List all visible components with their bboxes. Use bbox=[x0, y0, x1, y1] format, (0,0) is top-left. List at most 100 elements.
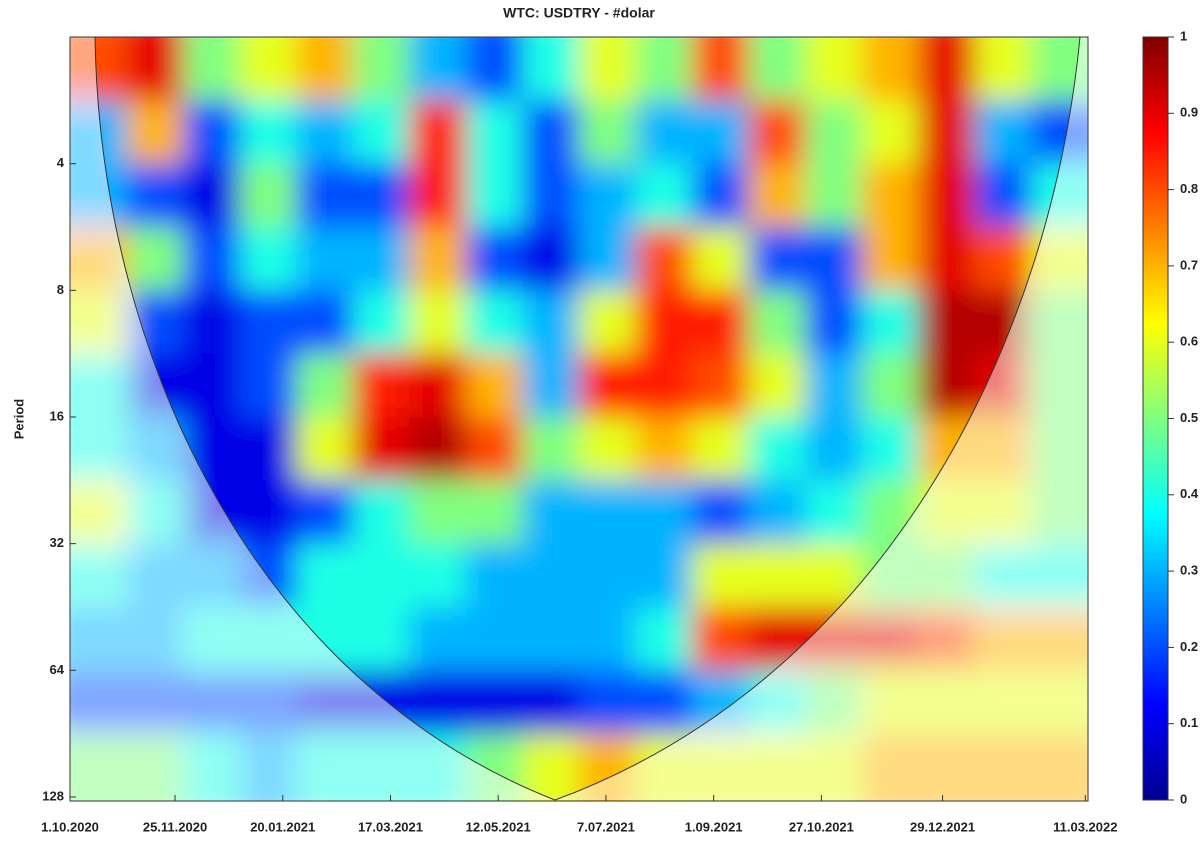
heatmap-cell bbox=[579, 290, 637, 355]
y-tick-label: 8 bbox=[57, 282, 64, 297]
heatmap-cell bbox=[126, 227, 185, 292]
heatmap-cell bbox=[635, 353, 694, 418]
x-tick-label: 17.03.2021 bbox=[358, 819, 423, 834]
heatmap-cell bbox=[465, 670, 524, 735]
x-tick-label: 27.10.2021 bbox=[789, 819, 854, 834]
heatmap-cell bbox=[409, 100, 467, 165]
heatmap-cell bbox=[579, 227, 637, 292]
heatmap-cell bbox=[522, 353, 580, 418]
heatmap-cell bbox=[183, 100, 241, 165]
x-tick-label: 11.03.2022 bbox=[1053, 819, 1117, 834]
heatmap-cell bbox=[522, 607, 580, 672]
heatmap-cell bbox=[522, 290, 580, 355]
heatmap-cell bbox=[918, 163, 976, 228]
heatmap-cell bbox=[183, 37, 241, 102]
heatmap-cell bbox=[409, 417, 467, 482]
heatmap-cell bbox=[974, 227, 1033, 292]
heatmap-cell bbox=[296, 480, 354, 545]
y-axis-label: Period bbox=[11, 399, 26, 440]
heatmap-cell bbox=[183, 163, 241, 228]
heatmap-cell bbox=[522, 543, 580, 608]
heatmap-cell bbox=[352, 543, 411, 608]
heatmap bbox=[70, 37, 1088, 801]
coi-right bbox=[555, 37, 1088, 801]
heatmap-cell bbox=[522, 480, 580, 545]
heatmap-cell bbox=[692, 37, 750, 102]
heatmap-cell bbox=[296, 543, 354, 608]
heatmap-cell bbox=[239, 290, 298, 355]
heatmap-cell bbox=[635, 543, 694, 608]
y-tick-label: 64 bbox=[50, 662, 65, 677]
colorbar-tick-label: 0.8 bbox=[1180, 181, 1198, 196]
heatmap-cell bbox=[692, 607, 750, 672]
heatmap-cell bbox=[805, 290, 863, 355]
heatmap-cell bbox=[465, 100, 524, 165]
heatmap-cell bbox=[465, 227, 524, 292]
heatmap-cell bbox=[579, 480, 637, 545]
y-tick-label: 4 bbox=[57, 155, 65, 170]
y-tick-label: 128 bbox=[42, 788, 64, 803]
heatmap-cell bbox=[805, 163, 863, 228]
x-tick-label: 12.05.2021 bbox=[466, 819, 531, 834]
heatmap-cell bbox=[918, 227, 976, 292]
heatmap-cell bbox=[126, 100, 185, 165]
heatmap-cell bbox=[522, 670, 580, 735]
heatmap-cell bbox=[352, 100, 411, 165]
x-tick-label: 7.07.2021 bbox=[577, 819, 635, 834]
heatmap-cell bbox=[974, 163, 1033, 228]
heatmap-cell bbox=[579, 543, 637, 608]
colorbar bbox=[1142, 36, 1169, 801]
heatmap-cell bbox=[352, 227, 411, 292]
heatmap-cells bbox=[70, 37, 1088, 801]
colorbar-tick-label: 1 bbox=[1180, 28, 1187, 43]
colorbar-tick-label: 0 bbox=[1180, 791, 1187, 806]
heatmap-cell bbox=[692, 353, 750, 418]
heatmap-cell bbox=[465, 417, 524, 482]
heatmap-cell bbox=[635, 607, 694, 672]
heatmap-cell bbox=[522, 37, 580, 102]
x-tick-label: 1.10.2020 bbox=[41, 819, 99, 834]
heatmap-cell bbox=[409, 353, 467, 418]
heatmap-cell bbox=[692, 227, 750, 292]
heatmap-cell bbox=[635, 163, 694, 228]
heatmap-cell bbox=[635, 480, 694, 545]
heatmap-cell bbox=[239, 163, 298, 228]
heatmap-cell bbox=[748, 353, 807, 418]
heatmap-cell bbox=[579, 100, 637, 165]
heatmap-cell bbox=[296, 163, 354, 228]
heatmap-cell bbox=[692, 100, 750, 165]
heatmap-cell bbox=[409, 227, 467, 292]
heatmap-cell bbox=[465, 353, 524, 418]
heatmap-cell bbox=[748, 100, 807, 165]
heatmap-cell bbox=[748, 37, 807, 102]
heatmap-cell bbox=[635, 417, 694, 482]
heatmap-cell bbox=[465, 163, 524, 228]
coi-left bbox=[70, 37, 555, 801]
heatmap-cell bbox=[296, 100, 354, 165]
heatmap-cell bbox=[409, 543, 467, 608]
heatmap-cell bbox=[748, 543, 807, 608]
heatmap-cell bbox=[805, 227, 863, 292]
heatmap-cell bbox=[861, 37, 920, 102]
heatmap-cell bbox=[522, 417, 580, 482]
heatmap-cell bbox=[352, 607, 411, 672]
heatmap-cell bbox=[465, 607, 524, 672]
heatmap-cell bbox=[465, 480, 524, 545]
colorbar-tick-label: 0.2 bbox=[1180, 639, 1198, 654]
heatmap-cell bbox=[409, 37, 467, 102]
heatmap-cell bbox=[579, 670, 637, 735]
heatmap-cell bbox=[861, 353, 920, 418]
heatmap-cell bbox=[748, 163, 807, 228]
heatmap-cell bbox=[409, 163, 467, 228]
x-tick-label: 1.09.2021 bbox=[685, 819, 743, 834]
heatmap-cell bbox=[239, 37, 298, 102]
heatmap-cell bbox=[352, 290, 411, 355]
heatmap-cell bbox=[239, 353, 298, 418]
coi-line bbox=[94, 37, 1081, 801]
colorbar-tick-label: 0.7 bbox=[1180, 257, 1198, 272]
heatmap-cell bbox=[296, 290, 354, 355]
heatmap-cell bbox=[579, 353, 637, 418]
heatmap-cell bbox=[579, 417, 637, 482]
x-tick-label: 25.11.2020 bbox=[143, 819, 207, 834]
heatmap-cell bbox=[974, 37, 1033, 102]
